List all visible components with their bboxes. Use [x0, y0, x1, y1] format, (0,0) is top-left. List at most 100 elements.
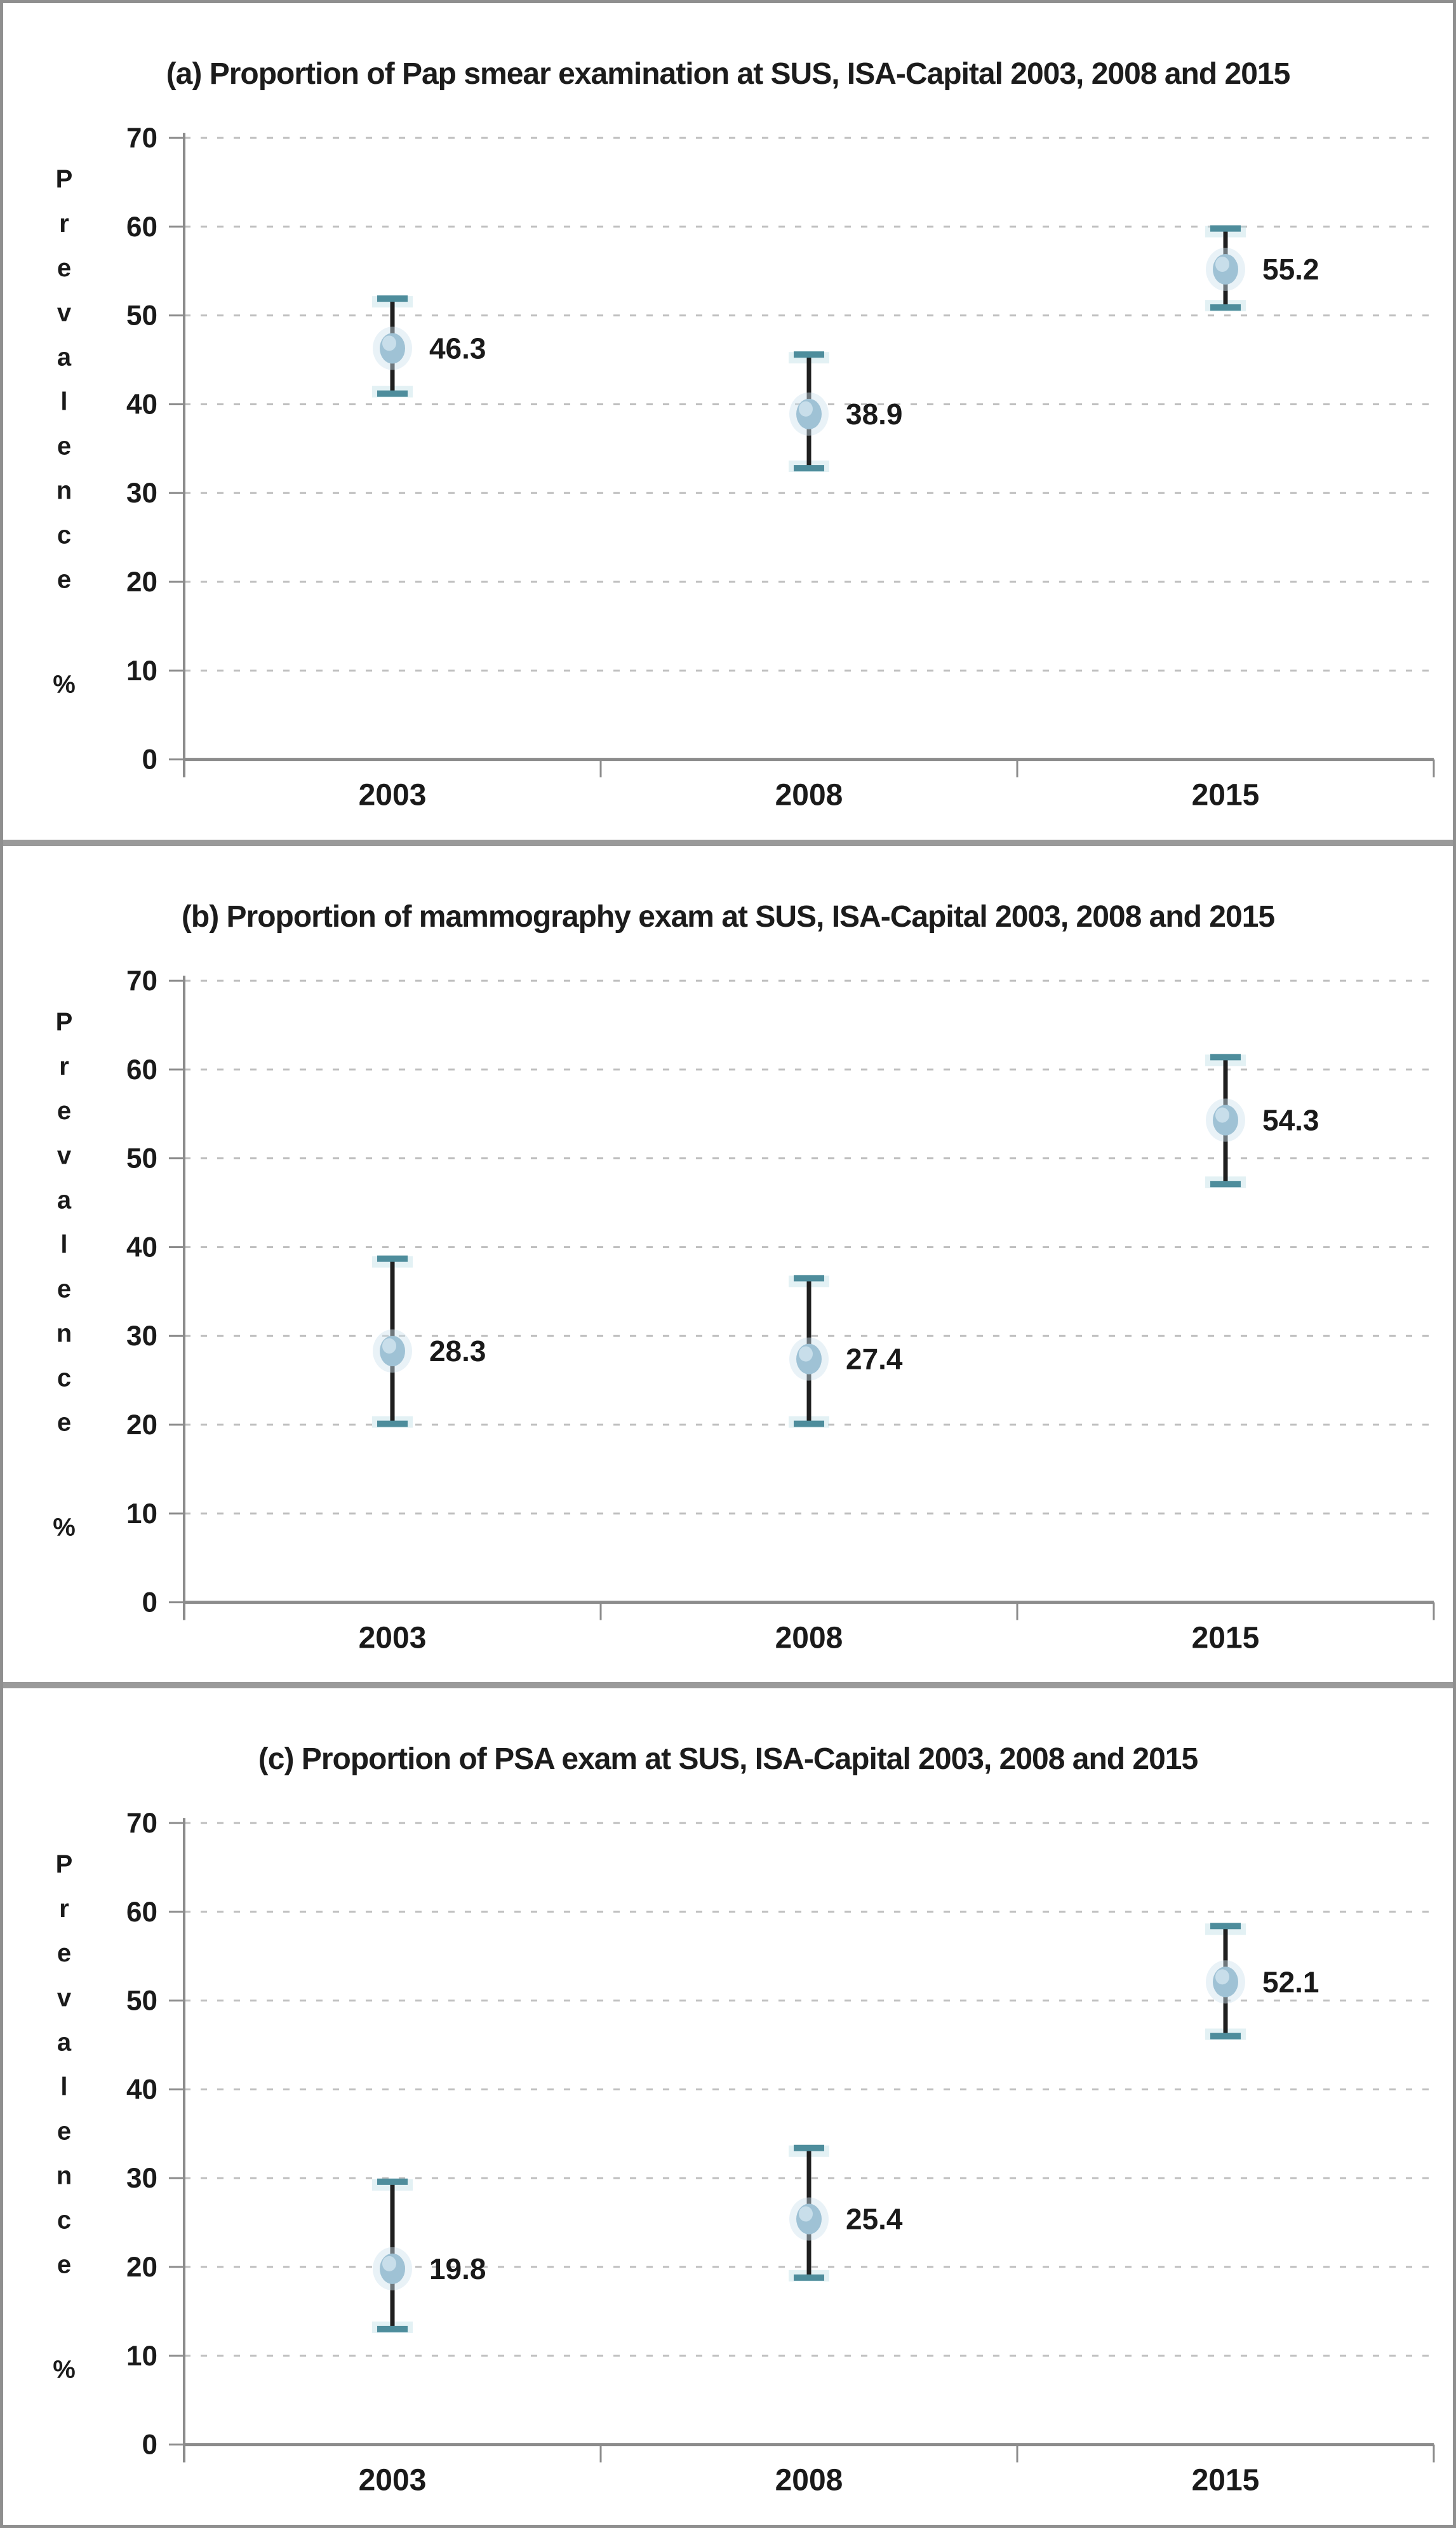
y-tick-label: 30: [126, 478, 157, 509]
error-bar-cap-top: [794, 2145, 824, 2152]
chart-panel-a: (a) Proportion of Pap smear examination …: [3, 3, 1453, 840]
panel-divider: [3, 839, 1453, 846]
error-bar-cap-bottom: [794, 2275, 824, 2282]
y-axis-label-letter: r: [59, 210, 69, 238]
y-tick-label: 50: [126, 300, 157, 332]
y-tick-label: 40: [126, 389, 157, 420]
error-bar-cap-top: [1210, 1923, 1241, 1930]
x-category-label: 2008: [775, 2464, 843, 2498]
y-tick-label: 10: [126, 656, 157, 687]
data-point-highlight: [382, 1338, 396, 1354]
y-axis-label-letter: v: [57, 1141, 72, 1169]
y-tick-label: 40: [126, 2074, 157, 2106]
y-axis-label-letter: r: [59, 1895, 69, 1923]
y-axis-label-letter: c: [57, 2207, 71, 2235]
error-bar-cap-top: [377, 295, 408, 302]
y-axis-label-letter: e: [57, 2118, 71, 2146]
chart-panel-b: (b) Proportion of mammography exam at SU…: [3, 845, 1453, 1683]
error-bar-cap-top: [794, 351, 824, 358]
y-axis-label-letter: n: [57, 2162, 72, 2190]
y-axis-label-letter: c: [57, 521, 71, 549]
y-tick-label: 30: [126, 2163, 157, 2195]
y-tick-label: 70: [126, 965, 157, 997]
error-bar-cap-bottom: [794, 465, 824, 472]
y-axis-label-letter: a: [57, 2029, 72, 2057]
y-axis-label-letter: e: [57, 432, 71, 460]
x-category-label: 2003: [359, 2464, 427, 2498]
chart-title-c: (c) Proportion of PSA exam at SUS, ISA-C…: [258, 1742, 1198, 1777]
error-bar-cap-top: [1210, 1053, 1241, 1060]
error-bar-cap-bottom: [377, 2326, 408, 2333]
y-tick-label: 0: [142, 1587, 157, 1618]
value-label: 19.8: [429, 2252, 486, 2285]
y-axis-label-letter: l: [60, 1230, 67, 1258]
y-axis-label-letter: v: [57, 299, 72, 326]
y-axis-label-letter: e: [57, 565, 71, 593]
y-axis-label-letter: a: [57, 1186, 72, 1214]
y-axis-label-letter: e: [57, 1940, 71, 1968]
y-tick-label: 60: [126, 1054, 157, 1086]
data-point-highlight: [382, 2256, 396, 2272]
panel-divider: [3, 1682, 1453, 1689]
y-axis-label-percent: %: [53, 671, 76, 699]
value-label: 38.9: [846, 398, 903, 431]
x-category-label: 2003: [359, 779, 427, 812]
chart-title-a: (a) Proportion of Pap smear examination …: [166, 57, 1291, 91]
y-axis-label-percent: %: [53, 2356, 76, 2384]
value-label: 25.4: [846, 2203, 903, 2236]
x-category-label: 2015: [1192, 1621, 1260, 1655]
x-category-label: 2008: [775, 1621, 843, 1655]
error-bar-cap-top: [377, 1255, 408, 1262]
y-axis-label-letter: a: [57, 343, 72, 371]
error-bar-cap-bottom: [1210, 2033, 1241, 2040]
y-tick-label: 40: [126, 1232, 157, 1263]
y-axis-label-letter: e: [57, 1408, 71, 1436]
data-point-highlight: [1215, 1969, 1229, 1985]
error-bar-cap-top: [794, 1275, 824, 1282]
x-category-label: 2015: [1192, 779, 1260, 812]
y-axis-label-letter: l: [60, 387, 67, 415]
y-tick-label: 20: [126, 2252, 157, 2283]
error-bar-cap-bottom: [794, 1420, 824, 1427]
chart-title-b: (b) Proportion of mammography exam at SU…: [181, 899, 1275, 934]
value-label: 52.1: [1262, 1966, 1319, 1999]
y-tick-label: 20: [126, 1409, 157, 1441]
y-axis-label-letter: l: [60, 2073, 67, 2101]
y-axis-label-letter: e: [57, 254, 71, 282]
x-category-label: 2003: [359, 1621, 427, 1655]
y-axis-label-letter: e: [57, 1097, 71, 1125]
y-axis-label-letter: c: [57, 1364, 71, 1392]
y-tick-label: 50: [126, 1143, 157, 1174]
error-bar-cap-bottom: [1210, 1180, 1241, 1187]
y-tick-label: 10: [126, 2341, 157, 2372]
chart-panel-c: (c) Proportion of PSA exam at SUS, ISA-C…: [3, 1688, 1453, 2525]
y-axis-label-letter: n: [57, 476, 72, 504]
data-point-highlight: [799, 1346, 813, 1362]
y-axis-label-letter: e: [57, 2251, 71, 2279]
value-label: 55.2: [1262, 253, 1319, 286]
y-tick-label: 10: [126, 1498, 157, 1529]
y-tick-label: 50: [126, 1986, 157, 2017]
value-label: 28.3: [429, 1335, 486, 1368]
error-bar-cap-bottom: [377, 1420, 408, 1427]
y-axis-label-letter: e: [57, 1275, 71, 1303]
y-axis-label-letter: P: [56, 1008, 73, 1036]
y-tick-label: 70: [126, 1808, 157, 1839]
data-point-highlight: [382, 335, 396, 351]
y-axis-label-percent: %: [53, 1513, 76, 1541]
y-axis-label-letter: P: [56, 1850, 73, 1878]
y-tick-label: 0: [142, 2430, 157, 2461]
error-bar-cap-bottom: [1210, 304, 1241, 311]
y-tick-label: 30: [126, 1321, 157, 1352]
error-bar-cap-top: [1210, 225, 1241, 232]
data-point-highlight: [1215, 256, 1229, 272]
y-tick-label: 60: [126, 1897, 157, 1928]
y-axis-label-letter: P: [56, 165, 73, 193]
y-tick-label: 20: [126, 567, 157, 598]
error-bar-cap-top: [377, 2179, 408, 2186]
y-axis-label-letter: n: [57, 1319, 72, 1347]
value-label: 46.3: [429, 332, 486, 365]
